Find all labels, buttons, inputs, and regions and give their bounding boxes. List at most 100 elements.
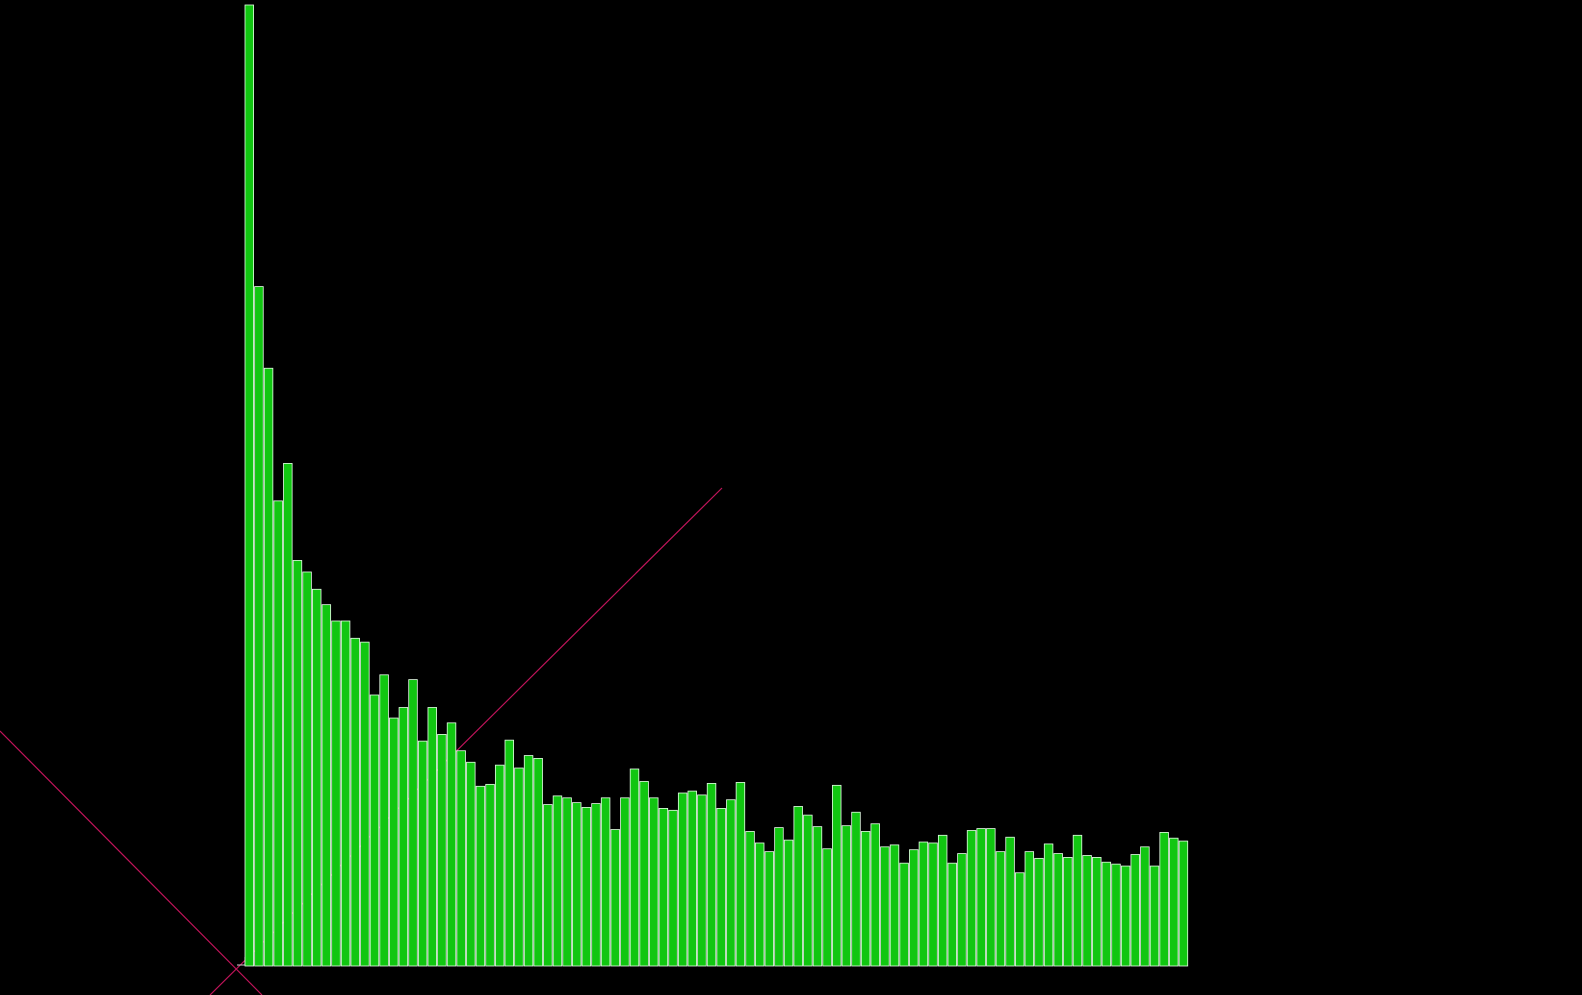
histogram-bar: [321, 604, 332, 967]
histogram-bar: [254, 286, 264, 967]
histogram-bar: [369, 694, 380, 967]
histogram-bar: [446, 722, 457, 967]
histogram-bar: [533, 758, 543, 967]
histogram-bar: [1169, 837, 1179, 967]
histogram-bar: [716, 808, 726, 967]
histogram-bar: [870, 823, 880, 967]
histogram-bar: [1149, 865, 1160, 967]
histogram-bar: [639, 781, 649, 967]
histogram-bar: [620, 797, 630, 967]
histogram-bar: [841, 825, 852, 967]
histogram-bar: [812, 826, 823, 967]
histogram-bar: [629, 768, 640, 967]
histogram-bar: [417, 740, 428, 967]
histogram-bar: [1053, 853, 1063, 967]
histogram-bar: [1178, 840, 1189, 967]
histogram-bar: [697, 794, 707, 967]
histogram-bar: [668, 809, 678, 967]
histogram-bar: [581, 807, 592, 967]
histogram-bar: [1130, 854, 1140, 967]
histogram-bar: [976, 828, 986, 967]
histogram-bar: [302, 571, 312, 967]
histogram-bar: [312, 588, 322, 967]
histogram-bar: [793, 806, 803, 967]
histogram-bar: [687, 790, 697, 967]
histogram-bar: [244, 4, 255, 967]
histogram-bar: [803, 814, 813, 967]
histogram-bar: [350, 637, 360, 967]
histogram-bar: [1140, 846, 1150, 967]
histogram-bar: [437, 734, 447, 967]
histogram-bar: [957, 853, 967, 967]
histogram-bar: [928, 842, 938, 967]
histogram-bar: [456, 750, 466, 967]
histogram-bar: [360, 641, 370, 967]
histogram-bar: [340, 620, 351, 967]
histogram-bar: [1015, 872, 1025, 967]
histogram-bar: [263, 367, 274, 967]
histogram-bar: [1092, 857, 1102, 967]
histogram-bar: [379, 674, 389, 967]
histogram-bar: [909, 849, 919, 967]
histogram-bar: [591, 803, 601, 967]
histogram-bar: [389, 717, 399, 967]
histogram-bar: [485, 783, 495, 967]
histogram-bar: [466, 761, 476, 967]
histogram-bar: [986, 828, 996, 967]
histogram-bar: [427, 707, 437, 967]
histogram-bar: [860, 831, 871, 967]
histogram-bar: [764, 851, 775, 967]
histogram-bar: [398, 707, 409, 967]
histogram-bar: [292, 560, 303, 967]
histogram-bar: [649, 797, 659, 967]
histogram-bar: [572, 802, 582, 967]
histogram-bar: [504, 739, 515, 967]
histogram-bar: [1034, 857, 1044, 967]
histogram-bar: [851, 811, 861, 967]
histogram-bar: [706, 783, 717, 967]
histogram-bar: [658, 808, 669, 967]
histogram-bar: [1024, 851, 1035, 967]
histogram-bar: [1072, 834, 1083, 967]
histogram-bar: [1101, 861, 1112, 967]
histogram-bar: [832, 784, 842, 967]
histogram-bar: [966, 830, 977, 967]
histogram-bar: [331, 620, 341, 967]
histogram-bar: [273, 500, 283, 967]
histogram-bar: [822, 848, 832, 967]
histogram-bar: [1082, 855, 1092, 967]
histogram-bar: [1111, 863, 1121, 967]
histogram-bar: [754, 842, 765, 967]
histogram-bar: [918, 841, 929, 967]
histogram-bar: [726, 799, 736, 967]
histogram-bar: [1159, 832, 1169, 967]
histogram-bar: [514, 767, 524, 967]
histogram-bar: [783, 839, 794, 967]
histogram-bar: [283, 462, 293, 967]
histogram-bar: [600, 797, 611, 967]
histogram-bar: [889, 844, 900, 967]
histogram-bar: [937, 834, 948, 967]
histogram-bar: [745, 831, 755, 967]
histogram-bar: [610, 829, 620, 967]
histogram-bar: [899, 862, 909, 967]
histogram-bar: [494, 764, 505, 967]
guide-line-left: [0, 730, 263, 995]
histogram-bar: [1120, 865, 1131, 967]
histogram-bar: [562, 797, 572, 967]
histogram-bar: [475, 785, 486, 967]
histogram-bar: [408, 679, 418, 967]
histogram-bar: [1043, 843, 1054, 967]
histogram-bar: [1063, 857, 1073, 967]
histogram-bar: [880, 846, 890, 967]
histogram-bar: [543, 804, 553, 967]
histogram-bar: [995, 851, 1006, 967]
bar-series: [244, 4, 1189, 967]
histogram-bar: [677, 792, 688, 967]
histogram-bar: [552, 795, 563, 967]
histogram-bar: [774, 827, 784, 967]
histogram-bar: [523, 755, 534, 967]
histogram-bar: [735, 782, 746, 967]
